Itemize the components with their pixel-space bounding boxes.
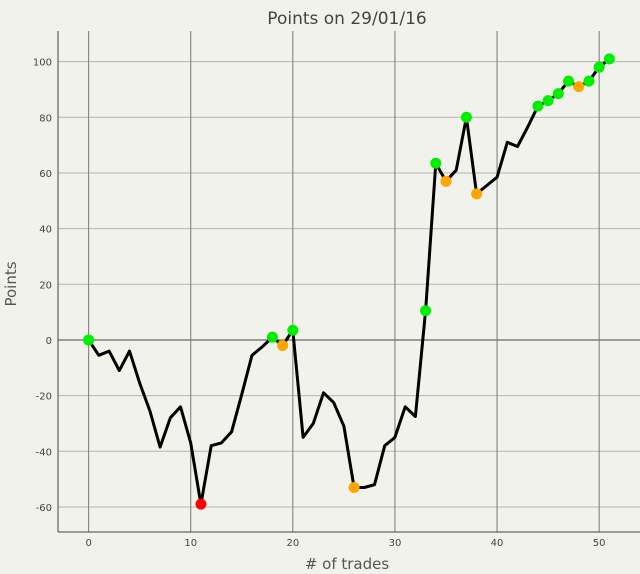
trade-marker — [266, 331, 278, 343]
trade-marker — [583, 75, 595, 87]
trade-marker — [552, 88, 564, 100]
trade-marker — [430, 157, 442, 169]
y-tick-label: 0 — [46, 336, 52, 347]
trade-marker — [348, 481, 360, 493]
trade-marker — [277, 340, 289, 352]
trade-marker — [542, 95, 554, 107]
y-tick-label: 40 — [39, 225, 52, 236]
x-tick-label: 10 — [184, 538, 197, 549]
x-tick-label: 0 — [85, 538, 91, 549]
series-line — [87, 57, 611, 506]
y-axis-label: Points — [2, 261, 20, 306]
plot-area: -60 -40 -20 0 20 40 60 80 100 0 10 20 30 40 50 — [33, 31, 640, 549]
trade-marker — [287, 324, 299, 336]
trade-marker — [471, 188, 483, 200]
y-tick-label: -40 — [36, 447, 52, 458]
y-tick-label: 80 — [39, 113, 52, 124]
chart-title: Points on 29/01/16 — [267, 9, 426, 29]
y-tick-label: -20 — [36, 392, 52, 403]
trade-marker — [593, 61, 605, 73]
trade-marker — [440, 175, 452, 187]
x-axis-label: # of trades — [305, 555, 390, 573]
trade-marker — [460, 111, 472, 123]
trade-marker — [563, 75, 575, 87]
trade-marker — [573, 81, 585, 93]
y-tick-label: 100 — [33, 58, 52, 69]
trade-marker — [420, 305, 432, 317]
x-tick-label: 40 — [491, 538, 504, 549]
x-tick-label: 20 — [286, 538, 299, 549]
x-tick-label: 50 — [593, 538, 606, 549]
trade-marker — [83, 334, 95, 346]
y-tick-label: 20 — [39, 280, 52, 291]
y-tick-label: 60 — [39, 169, 52, 180]
x-tick-label: 30 — [389, 538, 402, 549]
trade-marker — [603, 53, 615, 65]
trade-marker — [532, 100, 544, 112]
y-tick-label: -60 — [36, 503, 52, 514]
trade-marker — [195, 498, 207, 510]
